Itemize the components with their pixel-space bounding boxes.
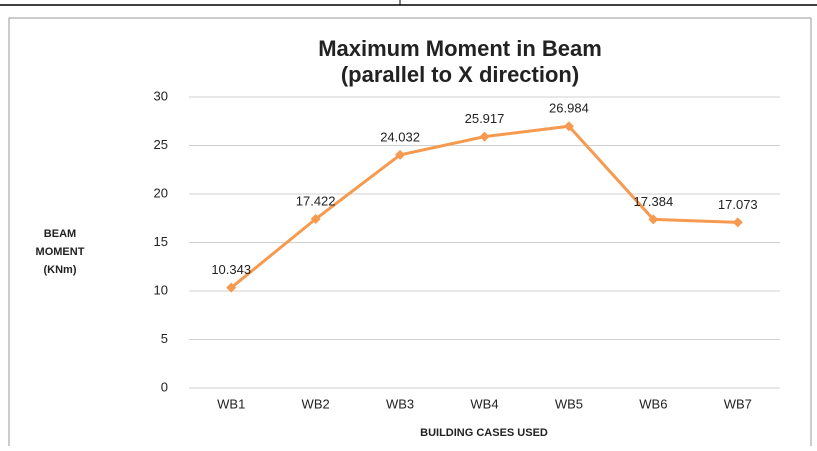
x-axis-label: BUILDING CASES USED: [420, 427, 548, 439]
y-axis-label: BEAM: [44, 228, 76, 240]
data-label: 17.384: [633, 194, 673, 209]
data-label: 24.032: [380, 129, 420, 144]
x-tick-label: WB6: [639, 396, 667, 411]
y-tick-label: 25: [154, 137, 168, 152]
marker: [226, 282, 237, 293]
y-tick-label: 5: [161, 331, 168, 346]
data-label: 17.422: [296, 193, 336, 208]
x-tick-label: WB3: [386, 396, 414, 411]
data-label: 25.917: [465, 111, 505, 126]
chart-title: Maximum Moment in Beam: [318, 36, 602, 61]
x-tick-label: WB1: [217, 396, 245, 411]
marker: [310, 214, 321, 225]
y-tick-label: 15: [154, 234, 168, 249]
x-tick-label: WB5: [555, 396, 583, 411]
marker: [563, 121, 574, 132]
marker: [395, 149, 406, 160]
y-tick-label: 10: [154, 282, 168, 297]
chart-title: (parallel to X direction): [341, 62, 579, 87]
y-axis-label: (KNm): [44, 264, 77, 276]
data-label: 26.984: [549, 101, 589, 116]
x-tick-label: WB7: [724, 396, 752, 411]
data-label: 10.343: [211, 262, 251, 277]
data-label: 17.073: [718, 197, 758, 212]
y-tick-label: 20: [154, 185, 168, 200]
x-tick-label: WB4: [470, 396, 498, 411]
chart-frame: [8, 17, 812, 451]
x-tick-label: WB2: [302, 396, 330, 411]
y-axis-label: MOMENT: [36, 246, 85, 258]
marker: [648, 214, 659, 225]
y-tick-label: 0: [161, 379, 168, 394]
marker: [479, 131, 490, 142]
y-tick-label: 30: [154, 88, 168, 103]
marker: [732, 217, 743, 228]
